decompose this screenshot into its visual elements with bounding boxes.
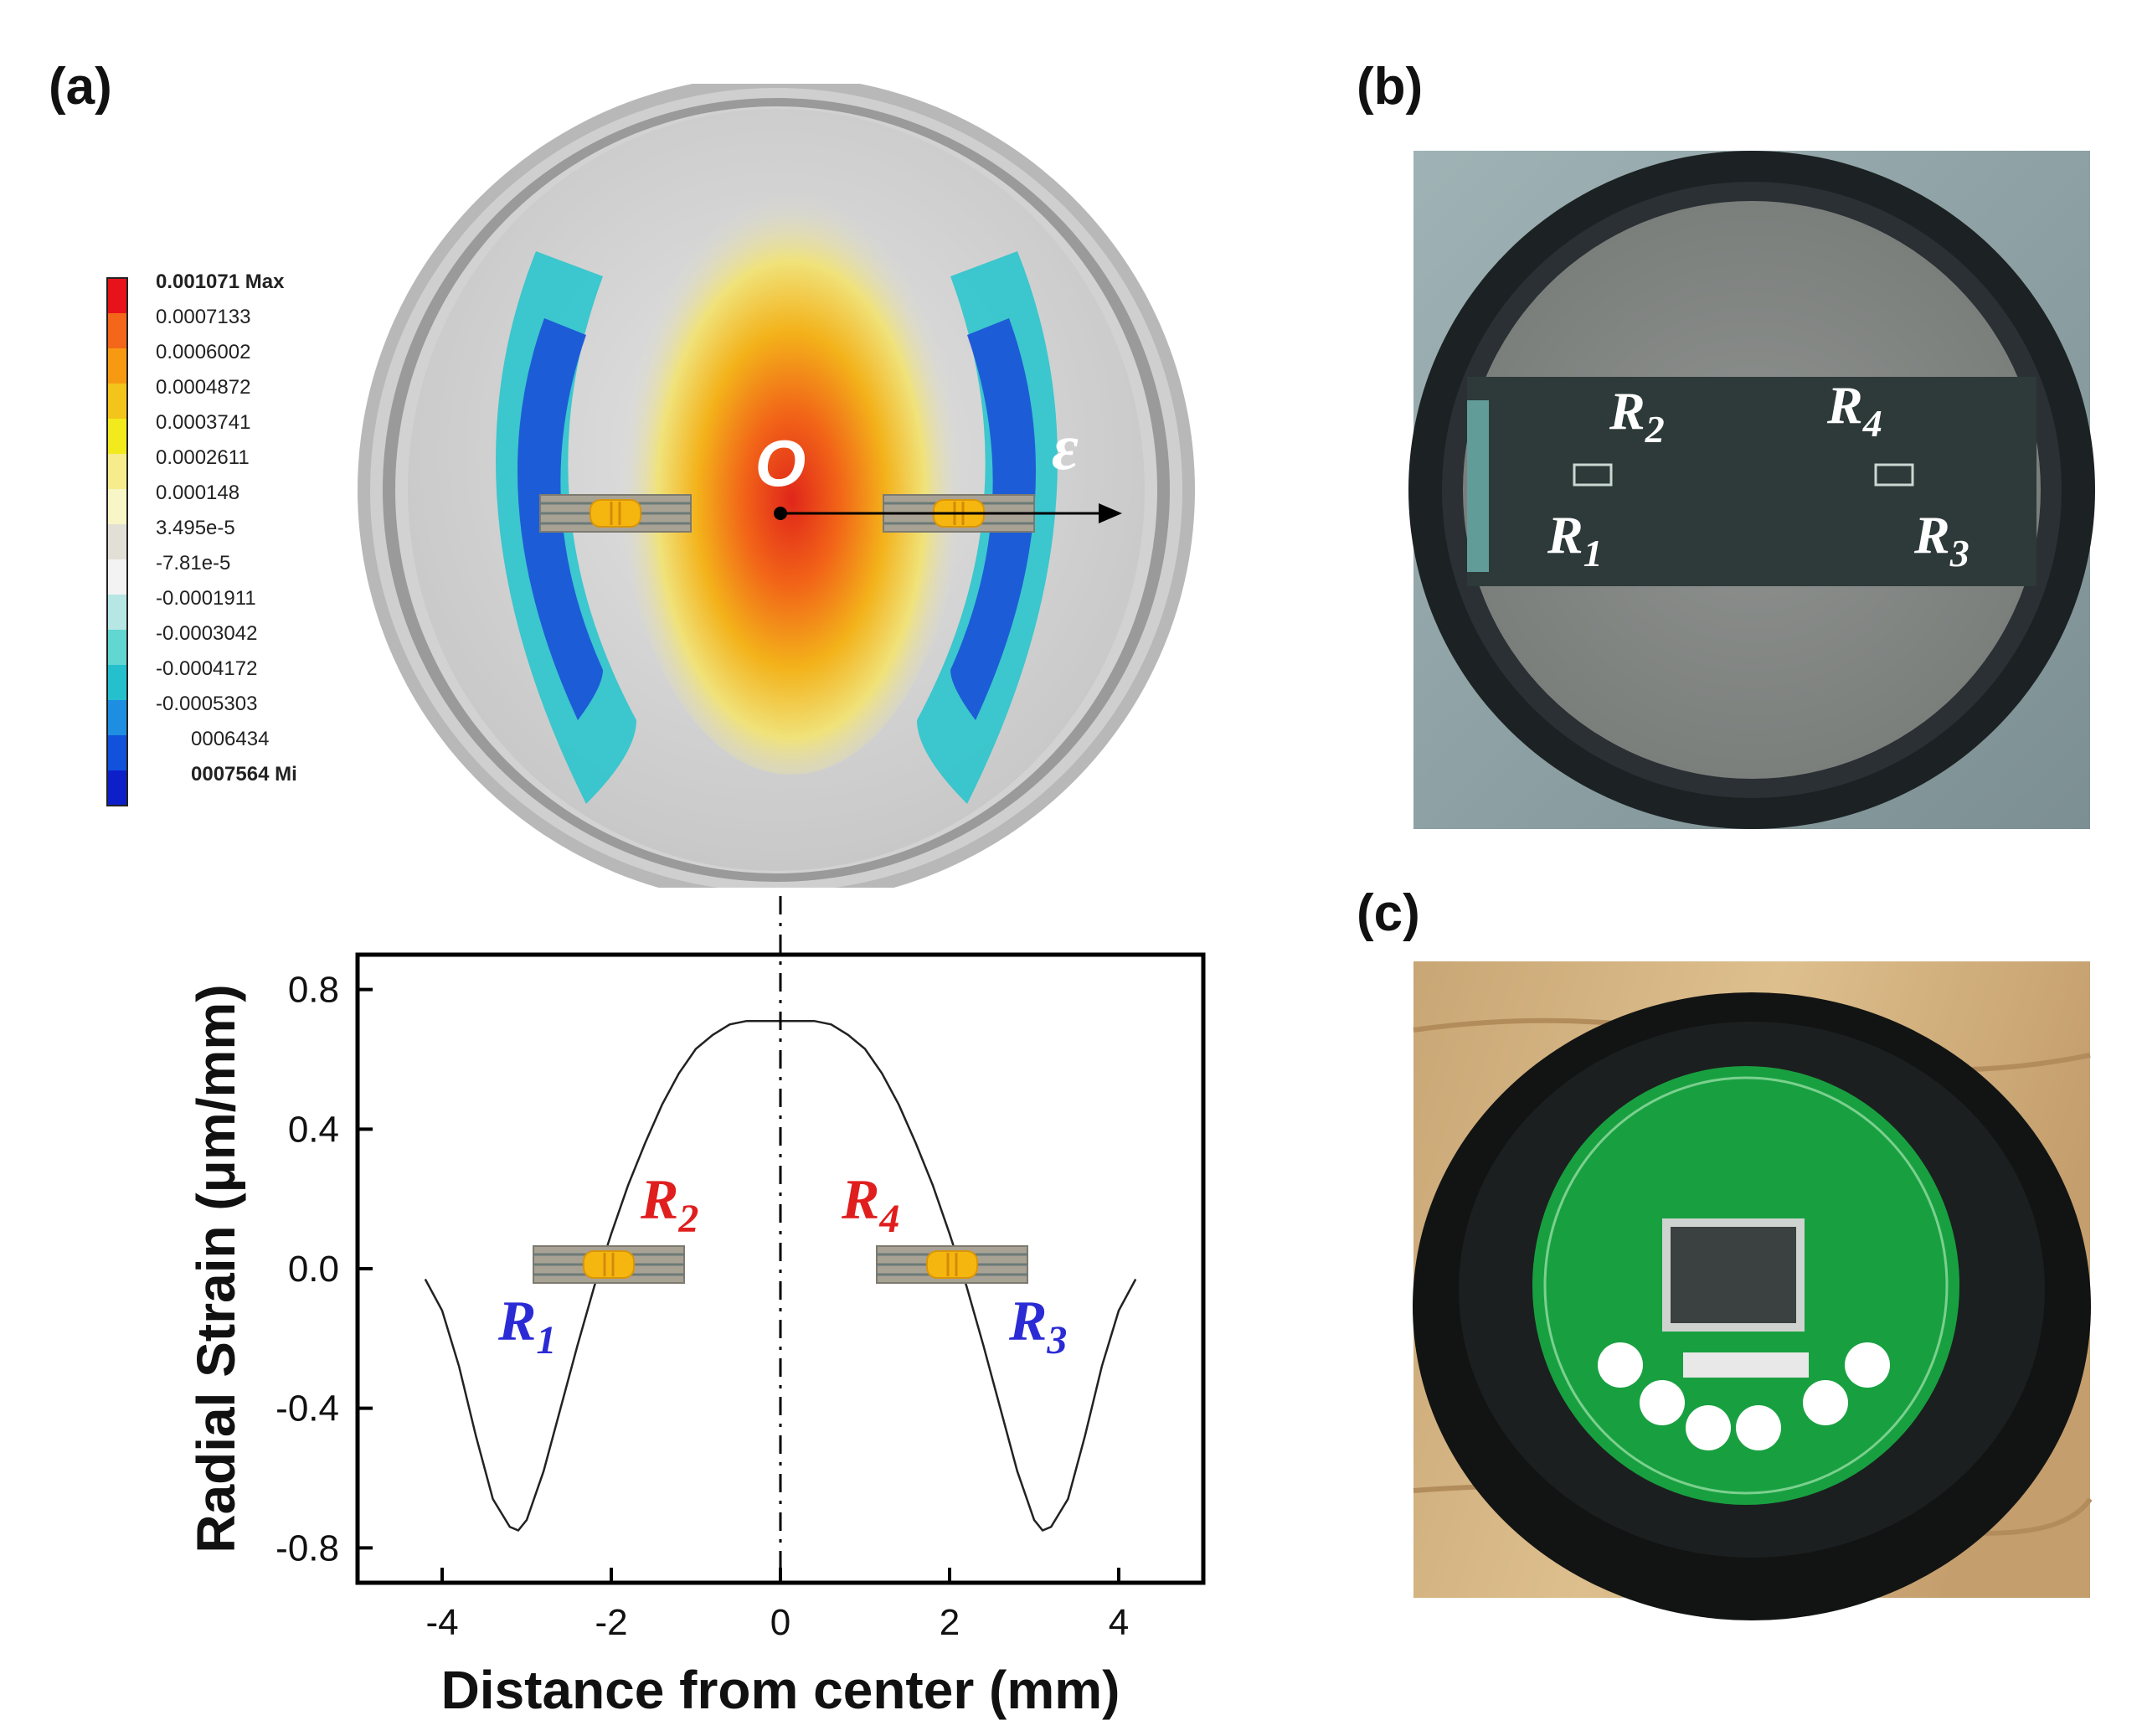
panel-label-a: (a) <box>49 58 112 116</box>
strain-gauge-left-fea <box>538 493 693 533</box>
pcb-pads <box>1598 1342 1890 1450</box>
strain-symbol: ε <box>1052 410 1079 483</box>
y-tick-label: 0.4 <box>288 1109 339 1150</box>
annotation-r2: R2 <box>640 1167 698 1241</box>
legend-value: 0.0003741 <box>156 411 250 434</box>
legend-swatch <box>107 348 127 384</box>
legend-swatch <box>107 630 127 665</box>
photo-label-r4: R4 <box>1826 375 1882 445</box>
x-tick-label: 2 <box>940 1602 960 1643</box>
x-tick-label: -2 <box>595 1602 627 1643</box>
legend-value: 3.495e-5 <box>156 517 235 539</box>
legend-value: 0007564 Mi <box>191 763 297 786</box>
y-tick-label: -0.4 <box>275 1388 339 1429</box>
legend-value: -0.0001911 <box>156 587 256 610</box>
legend-value: 0.000148 <box>156 482 239 504</box>
origin-label: O <box>755 426 806 500</box>
strain-gauge-left-chart <box>532 1244 686 1285</box>
legend-value: -0.0005303 <box>156 693 257 715</box>
y-axis-label: Radial Strain (μm/mm) <box>186 984 246 1553</box>
x-tick-label: 0 <box>770 1602 790 1643</box>
legend-swatch <box>107 735 127 770</box>
photo-label-r3: R3 <box>1913 505 1970 574</box>
legend-swatch <box>107 313 127 348</box>
legend-swatch <box>107 665 127 700</box>
legend-value: 0.0006002 <box>156 341 250 363</box>
legend-swatch <box>107 770 127 806</box>
sensor-chip <box>1467 377 2036 586</box>
strain-chart: -4 -2 0 2 4 -0.8 -0.4 0.0 0.4 0.8 R1 R2 R3 R4 Distan… <box>186 896 1206 1720</box>
axis-ticks: -4 -2 0 2 4 -0.8 -0.4 0.0 0.4 0.8 <box>275 970 1129 1643</box>
legend-value: -0.0004172 <box>156 657 257 680</box>
legend-swatch <box>107 524 127 559</box>
legend-swatch <box>107 278 127 313</box>
legend-value: -0.0003042 <box>156 622 257 645</box>
legend-swatch <box>107 384 127 419</box>
chart-annotations: R1 R2 R3 R4 <box>497 1167 1067 1363</box>
annotation-r1: R1 <box>497 1289 556 1363</box>
legend-value: -7.81e-5 <box>156 552 230 574</box>
x-tick-label: -4 <box>425 1602 458 1643</box>
legend-value: 0.0007133 <box>156 306 250 328</box>
y-tick-label: -0.8 <box>275 1527 339 1569</box>
legend-value: 0.0004872 <box>156 376 250 399</box>
photo-label-r1: R1 <box>1547 505 1603 574</box>
y-tick-label: 0.0 <box>288 1249 339 1290</box>
panel-label-c: (c) <box>1357 884 1420 942</box>
legend-swatch <box>107 700 127 735</box>
x-axis-label: Distance from center (mm) <box>441 1660 1120 1720</box>
legend-swatch <box>107 419 127 454</box>
panel-label-b: (b) <box>1357 58 1424 116</box>
annotation-r3: R3 <box>1008 1289 1067 1363</box>
y-tick-label: 0.8 <box>288 970 339 1011</box>
photo-c <box>1413 961 2093 1620</box>
legend-swatch <box>107 595 127 630</box>
photo-label-r2: R2 <box>1609 381 1665 451</box>
legend-swatch <box>107 454 127 489</box>
strain-gauge-right-chart <box>875 1244 1029 1285</box>
legend-value: 0006434 <box>191 728 269 750</box>
annotation-r4: R4 <box>841 1167 899 1241</box>
legend-value: 0.0002611 <box>156 446 250 469</box>
legend-swatch <box>107 559 127 595</box>
arrow-head <box>1099 503 1122 523</box>
contour-legend: 0.001071 Max 0.0007133 0.0006002 0.0004872 0… <box>106 270 297 806</box>
x-tick-label: 4 <box>1109 1602 1129 1643</box>
legend-swatch <box>107 489 127 524</box>
legend-value: 0.001071 Max <box>156 270 285 293</box>
